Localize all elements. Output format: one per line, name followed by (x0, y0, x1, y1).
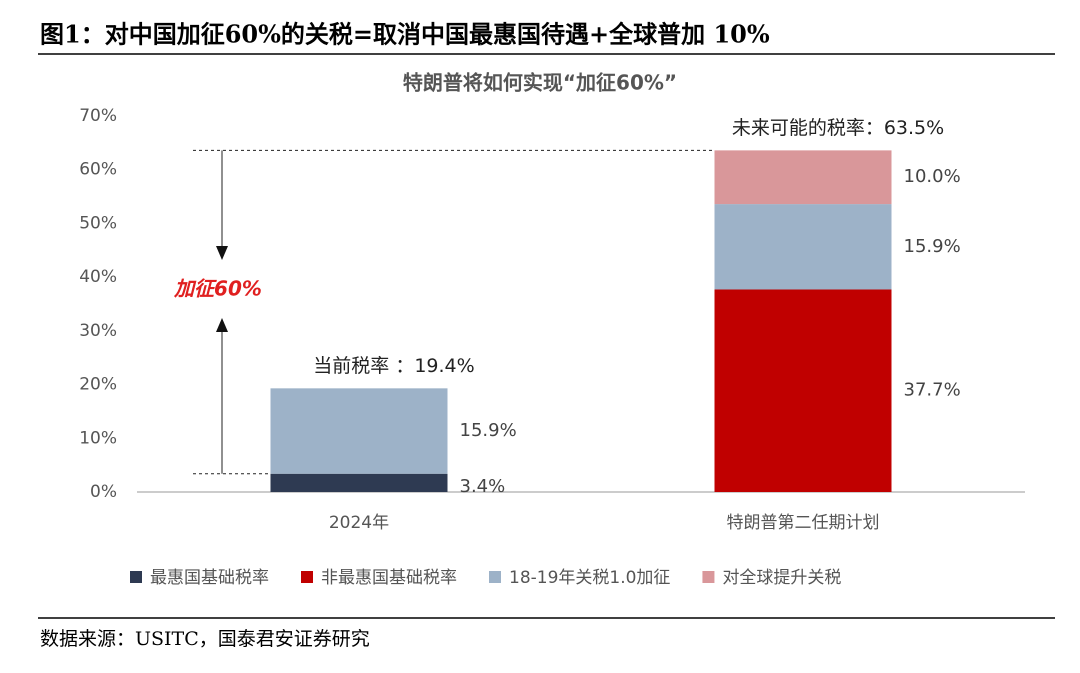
value-label: 15.9% (904, 236, 961, 257)
legend-swatch (489, 571, 501, 583)
y-tick-label: 50% (79, 213, 117, 233)
bar-segment (270, 388, 448, 474)
y-tick-label: 30% (79, 321, 117, 341)
bar-segment (714, 150, 892, 205)
legend-label: 非最惠国基础税率 (321, 568, 457, 588)
x-tick-label: 2024年 (329, 513, 389, 533)
bar-segment (714, 289, 892, 492)
value-label: 10.0% (904, 166, 961, 187)
value-label: 15.9% (460, 420, 517, 441)
value-label: 37.7% (904, 380, 961, 401)
legend-swatch (301, 571, 313, 583)
bar-segment (270, 473, 448, 492)
y-tick-label: 10% (79, 428, 117, 448)
source: 数据来源：USITC，国泰君安证券研究 (40, 628, 370, 650)
chart-title: 特朗普将如何实现“加征60%” (403, 71, 677, 95)
y-tick-label: 20% (79, 375, 117, 395)
y-tick-label: 0% (90, 482, 117, 502)
figure-title: 图1：对中国加征60%的关税=取消中国最惠国待遇+全球普加 10% (40, 20, 770, 49)
arrow-head (216, 246, 228, 260)
annotation: 加征60% (173, 277, 262, 301)
y-tick-label: 40% (79, 267, 117, 287)
legend-label: 18-19年关税1.0加征 (509, 568, 670, 588)
legend-swatch (130, 571, 142, 583)
legend-label: 对全球提升关税 (722, 568, 841, 588)
legend-label: 最惠国基础税率 (150, 568, 269, 588)
y-tick-label: 70% (79, 106, 117, 126)
arrow-head (216, 318, 228, 332)
y-tick-label: 60% (79, 160, 117, 180)
legend-swatch (702, 571, 715, 583)
bar-segment (714, 204, 892, 290)
annotation: 当前税率 ：19.4% (313, 355, 474, 377)
value-label: 3.4% (460, 476, 506, 497)
x-tick-label: 特朗普第二任期计划 (727, 513, 880, 533)
annotation: 未来可能的税率：63.5% (732, 117, 944, 139)
